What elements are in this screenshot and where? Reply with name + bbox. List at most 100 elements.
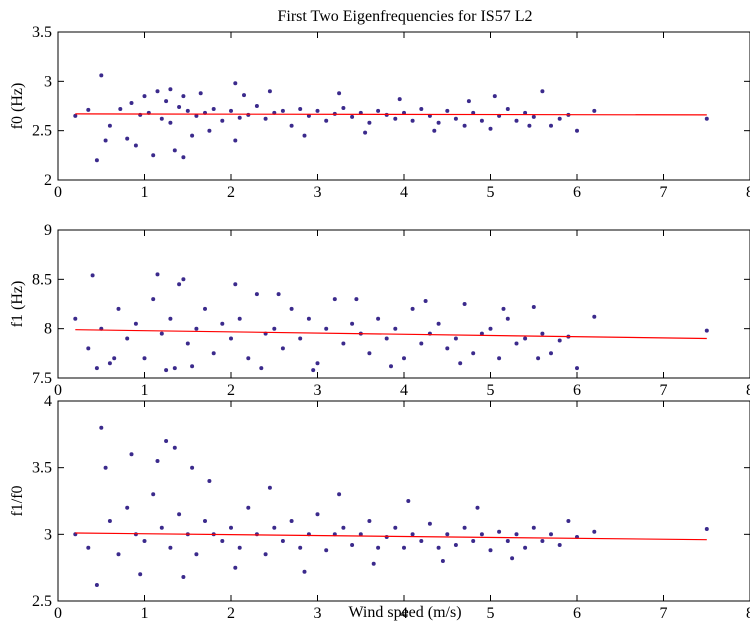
scatter-point bbox=[445, 108, 450, 113]
scatter-point bbox=[254, 532, 259, 537]
scatter-point bbox=[432, 128, 437, 133]
scatter-point bbox=[350, 321, 355, 326]
plot-area bbox=[57, 229, 750, 379]
scatter-point bbox=[177, 105, 182, 109]
scatter-point bbox=[116, 306, 121, 311]
x-tick-label: 2 bbox=[227, 605, 235, 622]
scatter-point bbox=[246, 356, 251, 361]
scatter-point bbox=[514, 118, 519, 123]
scatter-point bbox=[254, 292, 259, 297]
scatter-point bbox=[540, 89, 545, 94]
scatter-point bbox=[190, 364, 195, 369]
scatter-point bbox=[246, 505, 251, 510]
x-tick-label: 0 bbox=[54, 184, 62, 201]
scatter-point bbox=[311, 368, 316, 373]
scatter-point bbox=[211, 107, 216, 111]
scatter-point bbox=[133, 143, 138, 148]
scatter-point bbox=[194, 113, 199, 118]
scatter-point bbox=[389, 364, 393, 369]
scatter-point bbox=[367, 351, 372, 356]
scatter-point bbox=[133, 321, 138, 326]
scatter-point bbox=[536, 356, 541, 361]
scatter-point bbox=[280, 346, 285, 351]
scatter-point bbox=[410, 306, 415, 311]
x-tick-label: 4 bbox=[400, 184, 408, 201]
y-tick-label: 9 bbox=[44, 222, 52, 239]
scatter-point bbox=[211, 351, 216, 356]
scatter-point bbox=[514, 341, 519, 346]
scatter-point bbox=[510, 556, 515, 561]
scatter-point bbox=[306, 316, 311, 321]
scatter-point bbox=[479, 532, 484, 537]
y-tick-label: 3 bbox=[44, 526, 52, 543]
scatter-point bbox=[86, 346, 91, 351]
scatter-point bbox=[177, 282, 182, 287]
scatter-point bbox=[159, 331, 164, 336]
scatter-point bbox=[168, 545, 173, 550]
x-tick-label: 0 bbox=[54, 382, 62, 399]
scatter-point bbox=[549, 532, 553, 537]
scatter-point bbox=[466, 99, 471, 104]
scatter-point bbox=[402, 356, 406, 361]
x-tick-label: 4 bbox=[400, 382, 408, 399]
scatter-point bbox=[168, 316, 173, 321]
scatter-point bbox=[267, 485, 272, 490]
scatter-point bbox=[172, 366, 177, 371]
scatter-point bbox=[337, 492, 342, 497]
scatter-point bbox=[479, 118, 484, 123]
scatter-point bbox=[237, 545, 242, 550]
scatter-point bbox=[267, 89, 272, 94]
scatter-point bbox=[242, 93, 246, 98]
scatter-point bbox=[190, 465, 195, 470]
scatter-point bbox=[276, 292, 281, 297]
scatter-point bbox=[575, 366, 579, 371]
scatter-point bbox=[419, 539, 424, 543]
scatter-point bbox=[341, 106, 346, 110]
scatter-point bbox=[94, 158, 99, 163]
scatter-point bbox=[298, 336, 303, 341]
scatter-point bbox=[337, 91, 342, 96]
scatter-point bbox=[233, 565, 238, 570]
scatter-point bbox=[488, 326, 493, 331]
scatter-point bbox=[172, 445, 177, 450]
scatter-point bbox=[246, 112, 251, 117]
scatter-point bbox=[397, 97, 402, 102]
scatter-point bbox=[289, 123, 294, 128]
scatter-point bbox=[194, 326, 199, 331]
scatter-point bbox=[181, 277, 186, 282]
scatter-point bbox=[479, 331, 484, 336]
scatter-point bbox=[164, 368, 169, 373]
scatter-point bbox=[350, 543, 355, 547]
scatter-point bbox=[531, 525, 536, 530]
x-tick-label: 5 bbox=[487, 184, 495, 201]
scatter-point bbox=[462, 525, 467, 530]
scatter-point bbox=[181, 94, 186, 99]
scatter-point bbox=[324, 326, 329, 331]
scatter-point bbox=[354, 297, 359, 302]
scatter-point bbox=[233, 138, 238, 143]
scatter-point bbox=[151, 492, 156, 497]
x-tick-label: 6 bbox=[573, 382, 581, 399]
x-tick-label: 7 bbox=[660, 605, 668, 622]
scatter-point bbox=[151, 297, 156, 302]
scatter-point bbox=[557, 543, 562, 547]
scatter-point bbox=[185, 341, 190, 346]
scatter-point bbox=[155, 89, 160, 94]
scatter-point bbox=[324, 118, 329, 123]
scatter-point bbox=[233, 282, 238, 287]
scatter-point bbox=[129, 452, 134, 457]
scatter-points bbox=[73, 73, 709, 163]
scatter-point bbox=[306, 113, 311, 118]
x-tick-label: 6 bbox=[573, 605, 581, 622]
scatter-point bbox=[233, 81, 238, 86]
scatter-point bbox=[94, 583, 99, 587]
scatter-point bbox=[458, 361, 463, 366]
scatter-point bbox=[376, 108, 381, 113]
scatter-point bbox=[410, 118, 415, 123]
scatter-point bbox=[142, 94, 147, 99]
scatter-point bbox=[540, 331, 545, 336]
scatter-point bbox=[358, 532, 363, 537]
scatter-point bbox=[237, 115, 242, 120]
scatter-point bbox=[488, 126, 493, 131]
scatter-point bbox=[229, 108, 233, 113]
